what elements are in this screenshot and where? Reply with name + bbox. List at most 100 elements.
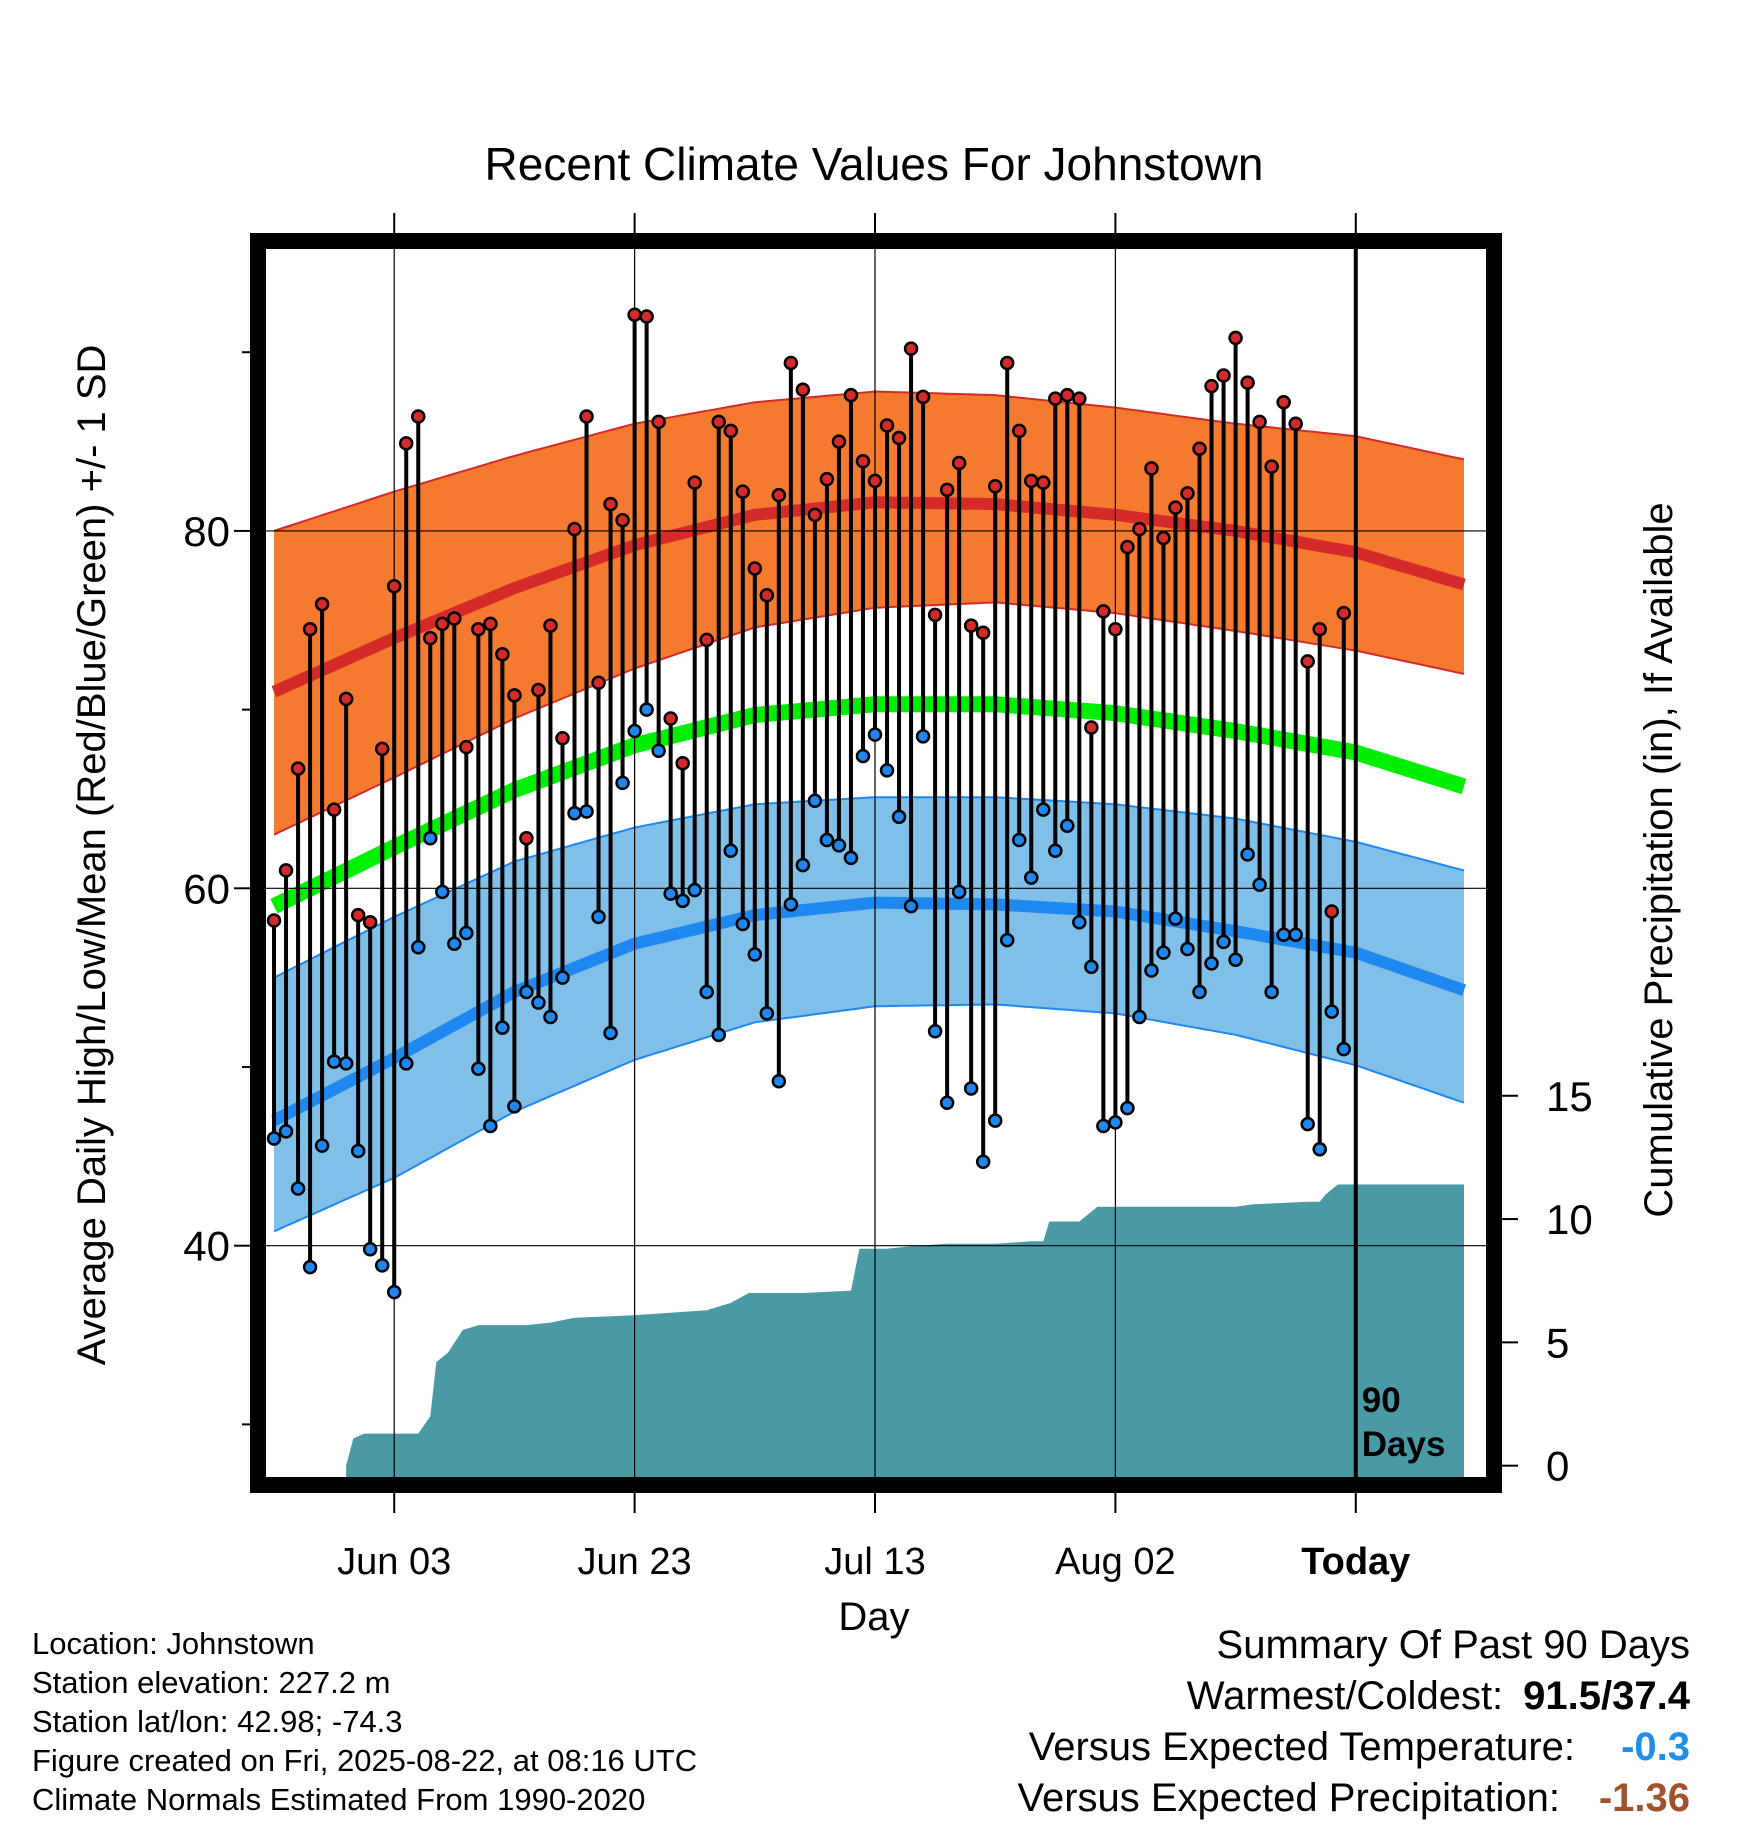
- daily-low-point: [915, 729, 931, 744]
- daily-high-point: [326, 802, 342, 817]
- daily-high-point: [1192, 441, 1207, 456]
- daily-high-point: [915, 389, 931, 405]
- daily-low-point: [855, 748, 871, 764]
- daily-low-point: [783, 897, 799, 912]
- y-axis-title: Average Daily High/Low/Mean (Red/Blue/Gr…: [70, 345, 114, 1366]
- daily-low-point: [290, 1181, 306, 1196]
- daily-high-point: [531, 682, 546, 698]
- daily-low-point: [1168, 911, 1183, 926]
- x-axis-title: Day: [838, 1595, 909, 1639]
- summary-panel: Summary Of Past 90 Days Warmest/Coldest:…: [1017, 1620, 1690, 1824]
- summary-precip-row: Versus Expected Precipitation: -1.36: [1017, 1773, 1690, 1824]
- daily-low-point: [639, 702, 654, 717]
- daily-low-point: [843, 850, 859, 866]
- daily-low-point: [1192, 984, 1207, 1000]
- daily-low-point: [326, 1054, 342, 1069]
- daily-high-point: [1132, 521, 1147, 537]
- daily-low-point: [1132, 1009, 1147, 1025]
- daily-low-point: [350, 1143, 366, 1159]
- daily-low-point: [266, 1131, 282, 1146]
- normal-low-line: [271, 896, 1466, 1126]
- daily-high-point: [627, 307, 642, 322]
- daily-low-point: [314, 1138, 330, 1153]
- daily-high-point: [447, 611, 462, 626]
- high-sd-band: [274, 391, 1464, 835]
- daily-high-point: [519, 831, 534, 846]
- daily-low-point: [398, 1056, 414, 1071]
- daily-high-point: [795, 382, 811, 397]
- daily-low-point: [459, 925, 474, 941]
- daily-high-point: [1144, 461, 1159, 476]
- daily-high-point: [1300, 654, 1315, 669]
- daily-low-point: [567, 806, 582, 821]
- daily-low-point: [411, 940, 426, 955]
- daily-low-point: [711, 1027, 726, 1043]
- daily-low-point: [675, 893, 690, 909]
- daily-low-point: [495, 1020, 510, 1035]
- daily-high-point: [651, 414, 666, 430]
- daily-low-point: [735, 916, 751, 932]
- daily-low-point: [627, 723, 642, 739]
- daily-high-point: [807, 507, 823, 523]
- daily-low-point: [1072, 915, 1087, 930]
- daily-high-point: [1216, 368, 1231, 383]
- daily-low-point: [1156, 945, 1171, 960]
- daily-high-point: [266, 913, 282, 928]
- daily-low-point: [1024, 870, 1039, 885]
- daily-low-point: [374, 1258, 390, 1273]
- daily-high-point: [1276, 395, 1291, 410]
- daily-high-point: [687, 475, 702, 490]
- daily-high-point: [1120, 539, 1135, 555]
- daily-high-point: [591, 675, 606, 691]
- daily-high-point: [1108, 621, 1123, 637]
- daily-low-point: [759, 1006, 775, 1021]
- daily-high-point: [1060, 387, 1075, 403]
- daily-low-point: [1011, 832, 1027, 848]
- daily-low-point: [963, 1081, 979, 1096]
- daily-low-point: [1120, 1100, 1135, 1116]
- daily-high-point: [783, 355, 799, 371]
- chart-title: Recent Climate Values For Johnstown: [485, 138, 1264, 190]
- created-text: Figure created on Fri, 2025-08-22, at 08…: [32, 1743, 698, 1778]
- y2-tick-label: 0: [1546, 1443, 1569, 1490]
- daily-low-point: [891, 809, 907, 825]
- daily-low-point: [1312, 1141, 1327, 1157]
- daily-high-point: [459, 739, 474, 755]
- x-tick-label: Jun 03: [337, 1541, 451, 1583]
- daily-high-point: [543, 618, 558, 633]
- daily-high-point: [1084, 720, 1099, 735]
- daily-low-point: [699, 984, 714, 1000]
- daily-low-point: [795, 857, 811, 873]
- plot-frame: [250, 233, 1502, 1493]
- daily-low-point: [1276, 927, 1291, 943]
- plot-area: 90 Days: [262, 245, 1488, 1478]
- low-lower-edge: [273, 1003, 1465, 1233]
- y-tick-label: 60: [183, 865, 230, 912]
- daily-high-point: [423, 630, 438, 646]
- daily-high-point: [831, 434, 847, 449]
- summary-warm-cold-row: Warmest/Coldest: 91.5/37.4: [1017, 1671, 1690, 1722]
- daily-low-point: [1060, 818, 1075, 834]
- daily-high-point: [843, 387, 859, 403]
- daily-high-point: [1264, 459, 1279, 474]
- daily-low-point: [471, 1061, 486, 1077]
- temp-value: -0.3: [1621, 1725, 1690, 1769]
- daily-low-point: [435, 884, 450, 900]
- daily-low-point: [338, 1056, 354, 1071]
- precip-label: Versus Expected Precipitation:: [1017, 1776, 1560, 1820]
- daily-high-point: [398, 436, 414, 451]
- daily-high-point: [615, 512, 630, 528]
- daily-high-point: [891, 430, 907, 446]
- elevation-text: Station elevation: 227.2 m: [32, 1665, 391, 1700]
- daily-low-point: [531, 995, 546, 1010]
- daily-high-point: [723, 423, 739, 439]
- daily-high-point: [1072, 391, 1087, 406]
- x-tick-label: Aug 02: [1055, 1541, 1175, 1583]
- daily-high-point: [819, 471, 835, 487]
- daily-high-point: [1024, 473, 1039, 489]
- daily-high-point: [483, 616, 498, 632]
- x-tick-label: Today: [1301, 1541, 1410, 1583]
- daily-low-point: [423, 831, 438, 846]
- daily-high-point: [278, 863, 294, 878]
- daily-high-point: [302, 621, 318, 637]
